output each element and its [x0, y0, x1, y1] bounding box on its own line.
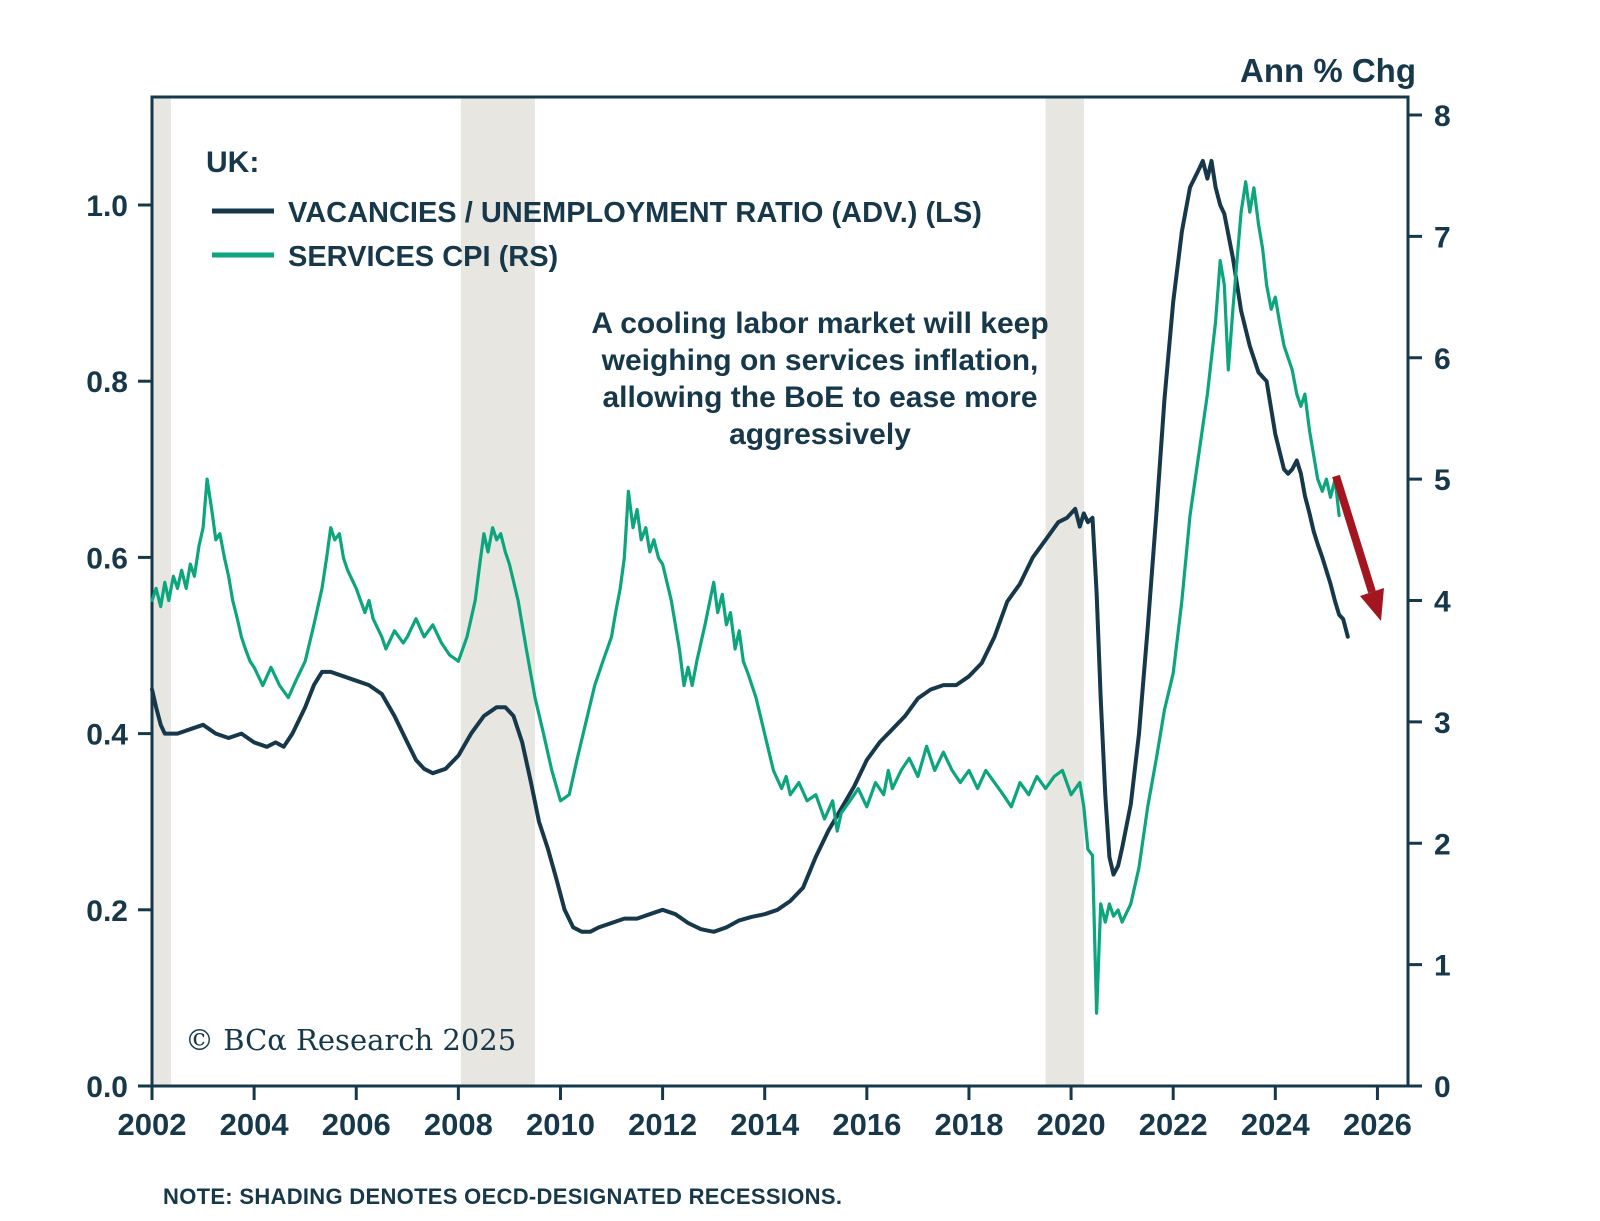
x-tick-label: 2016 — [832, 1107, 901, 1142]
series-line-services-cpi — [150, 180, 1341, 1015]
footnote: NOTE: SHADING DENOTES OECD-DESIGNATED RE… — [163, 1184, 842, 1209]
left-tick-label: 0.6 — [86, 542, 128, 575]
x-tick-label: 2010 — [526, 1107, 595, 1142]
x-tick-label: 2020 — [1037, 1107, 1106, 1142]
legend-label-services-cpi: SERVICES CPI (RS) — [288, 241, 558, 273]
left-tick-label: 0.2 — [86, 895, 128, 928]
annotation-line-4: aggressively — [729, 418, 911, 451]
x-tick-label: 2012 — [628, 1107, 697, 1142]
watermark: © BCα Research 2025 — [185, 1023, 516, 1057]
annotation: A cooling labor market will keep weighin… — [591, 307, 1048, 451]
recession-bands — [152, 97, 1084, 1086]
x-tick-label: 2022 — [1139, 1107, 1208, 1142]
recession-band — [1045, 97, 1084, 1086]
x-tick-label: 2026 — [1343, 1107, 1412, 1142]
x-tick-label: 2014 — [730, 1107, 800, 1142]
recession-band — [152, 97, 171, 1086]
x-tick-label: 2024 — [1241, 1107, 1311, 1142]
legend-label-vu-ratio: VACANCIES / UNEMPLOYMENT RATIO (ADV.) (L… — [288, 197, 982, 229]
right-tick-label: 7 — [1434, 221, 1451, 254]
right-tick-label: 5 — [1434, 464, 1451, 497]
right-tick-label: 0 — [1434, 1071, 1451, 1104]
series-line-vu-ratio — [150, 158, 1350, 934]
left-tick-label: 1.0 — [86, 190, 128, 223]
right-tick-label: 6 — [1434, 343, 1451, 376]
x-tick-label: 2018 — [934, 1107, 1003, 1142]
annotation-line-3: allowing the BoE to ease more — [602, 381, 1037, 414]
x-tick-label: 2006 — [322, 1107, 391, 1142]
left-tick-label: 0.4 — [86, 719, 128, 752]
right-tick-label: 8 — [1434, 100, 1451, 133]
right-tick-label: 1 — [1434, 950, 1451, 983]
left-tick-label: 0.8 — [86, 366, 128, 399]
annotation-line-2: weighing on services inflation, — [601, 344, 1039, 377]
series-lines — [150, 158, 1350, 1015]
right-tick-label: 3 — [1434, 707, 1451, 740]
downtrend-arrow-head — [1360, 588, 1384, 621]
downtrend-arrow-shaft — [1332, 474, 1376, 594]
plot-frame — [150, 95, 1410, 1088]
x-tick-label: 2008 — [424, 1107, 493, 1142]
right-tick-label: 2 — [1434, 828, 1451, 861]
downtrend-arrow-icon — [1332, 474, 1384, 621]
axes: 2002 2004 2006 2008 2010 2012 2014 2016 2018 2020… — [86, 95, 1451, 1142]
recession-band — [460, 97, 535, 1086]
annotation-line-1: A cooling labor market will keep — [591, 307, 1048, 340]
right-axis-title: Ann % Chg — [1240, 52, 1416, 89]
x-tick-label: 2004 — [220, 1107, 290, 1142]
left-tick-label: 0.0 — [86, 1071, 128, 1104]
right-tick-label: 4 — [1434, 586, 1451, 619]
legend-title: UK: — [206, 146, 259, 179]
x-tick-label: 2002 — [118, 1107, 187, 1142]
legend: UK: VACANCIES / UNEMPLOYMENT RATIO (ADV.… — [206, 146, 982, 273]
